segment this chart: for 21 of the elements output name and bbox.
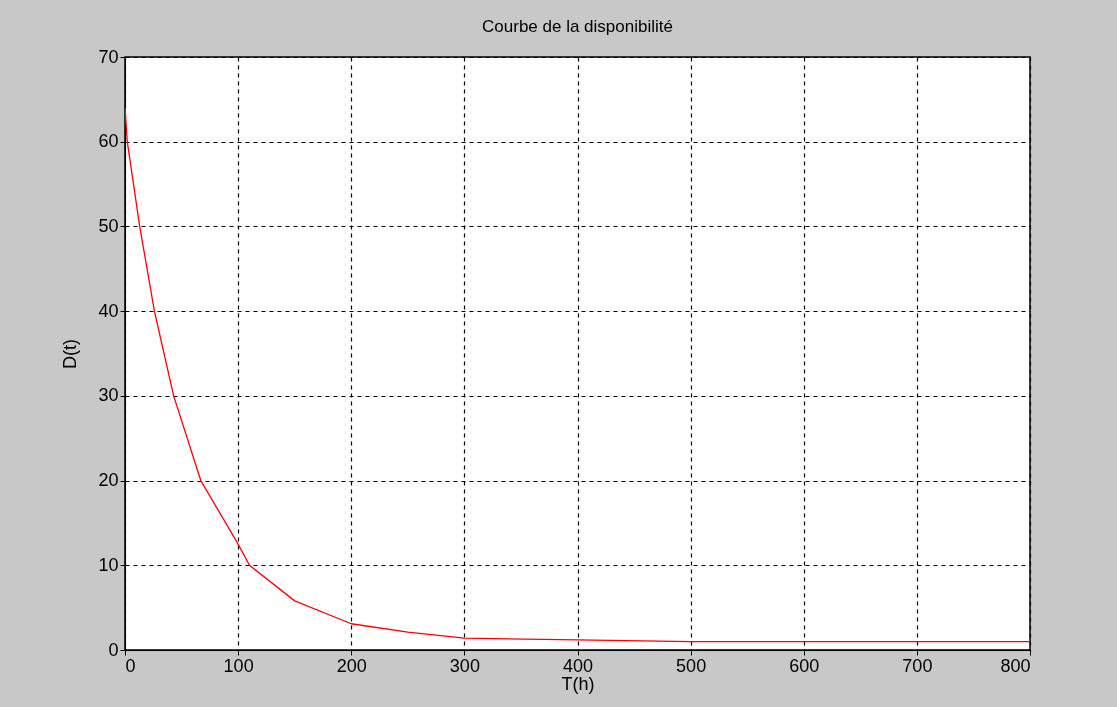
y-tick-label: 20 <box>98 470 119 491</box>
x-tick-label: 500 <box>676 655 707 676</box>
x-tick-label: 700 <box>902 655 933 676</box>
x-tick-label: 600 <box>789 655 820 676</box>
x-axis-title: T(h) <box>561 673 595 694</box>
x-tick-label: 0 <box>125 655 136 676</box>
chart-title: Courbe de la disponibilité <box>482 17 673 36</box>
y-axis-title: D(t) <box>60 339 81 369</box>
y-tick-label: 10 <box>98 554 119 575</box>
x-tick-label: 300 <box>449 655 480 676</box>
y-tick-label: 50 <box>98 215 119 236</box>
y-tick-label: 60 <box>98 131 119 152</box>
y-tick-label: 70 <box>98 46 119 67</box>
y-tick-label: 40 <box>98 300 119 321</box>
x-tick-label: 800 <box>1000 655 1031 676</box>
x-tick-label: 200 <box>336 655 367 676</box>
y-tick-label: 30 <box>98 385 119 406</box>
line-series <box>125 107 1030 643</box>
x-tick-label: 400 <box>562 655 594 676</box>
x-tick-label: 100 <box>223 655 254 676</box>
y-tick-label: 0 <box>108 639 119 660</box>
